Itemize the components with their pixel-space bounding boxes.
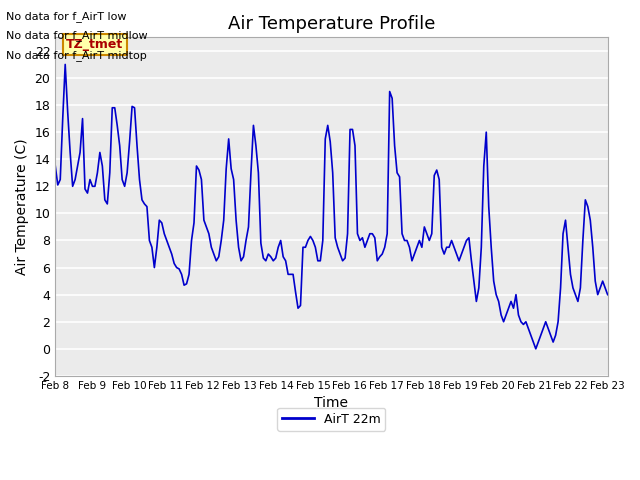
X-axis label: Time: Time: [314, 396, 348, 410]
Text: TZ_tmet: TZ_tmet: [67, 38, 124, 51]
Text: No data for f_AirT midtop: No data for f_AirT midtop: [6, 49, 147, 60]
Title: Air Temperature Profile: Air Temperature Profile: [228, 15, 435, 33]
Text: No data for f_AirT low: No data for f_AirT low: [6, 11, 127, 22]
Y-axis label: Air Temperature (C): Air Temperature (C): [15, 138, 29, 275]
Text: No data for f_AirT midlow: No data for f_AirT midlow: [6, 30, 148, 41]
Legend: AirT 22m: AirT 22m: [278, 408, 385, 431]
